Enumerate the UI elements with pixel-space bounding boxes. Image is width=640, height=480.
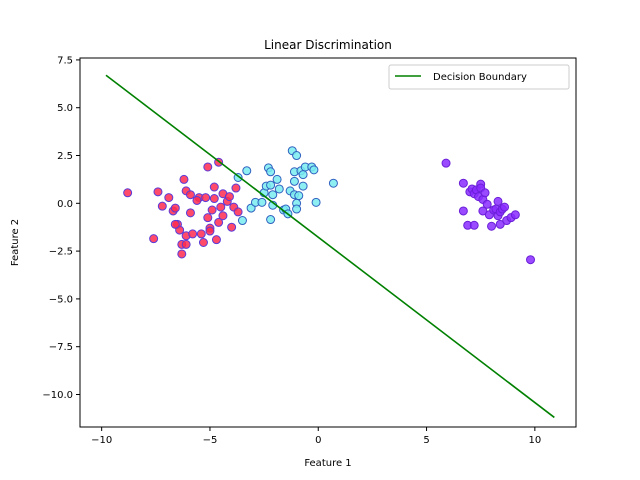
y-axis-ticks: 7.5 5.0 2.5 0.0 −2.5 −5.0 −7.5 −10.0 — [42, 55, 80, 401]
data-point-cluster-3 — [493, 196, 503, 206]
data-point-cluster-2 — [266, 180, 276, 190]
data-point-cluster-1 — [214, 217, 224, 227]
y-tick-label: 7.5 — [57, 55, 73, 66]
data-point-cluster-2 — [266, 167, 276, 177]
legend-label: Decision Boundary — [433, 72, 527, 83]
data-point-cluster-1 — [153, 187, 163, 197]
data-point-cluster-2 — [298, 170, 308, 180]
data-point-cluster-1 — [203, 162, 213, 172]
decision-boundary-line — [105, 74, 555, 419]
data-point-cluster-1 — [227, 222, 237, 232]
data-point-cluster-1 — [157, 201, 167, 211]
data-point-cluster-2 — [237, 216, 247, 226]
data-point-cluster-1 — [209, 194, 219, 204]
data-point-cluster-1 — [216, 202, 226, 212]
data-point-cluster-3 — [458, 178, 468, 188]
data-point-cluster-2 — [257, 197, 267, 207]
data-point-cluster-1 — [185, 208, 195, 218]
data-point-cluster-2 — [292, 204, 302, 214]
data-point-cluster-2 — [328, 178, 338, 188]
data-point-cluster-1 — [203, 213, 213, 223]
data-point-cluster-2 — [292, 151, 302, 161]
decision-boundary-layer — [105, 74, 555, 419]
x-tick-label: −5 — [203, 435, 218, 446]
data-point-cluster-2 — [311, 197, 321, 207]
data-point-cluster-1 — [185, 190, 195, 200]
y-tick-label: −10.0 — [42, 390, 73, 401]
data-point-cluster-1 — [205, 226, 215, 236]
data-point-cluster-2 — [266, 215, 276, 225]
x-tick-label: 10 — [528, 435, 541, 446]
data-point-cluster-3 — [495, 219, 505, 229]
data-point-cluster-1 — [198, 238, 208, 247]
x-tick-label: 0 — [315, 435, 321, 446]
x-tick-label: −10 — [91, 435, 112, 446]
data-point-cluster-1 — [211, 235, 221, 245]
data-point-cluster-3 — [458, 206, 468, 216]
y-tick-label: 5.0 — [57, 103, 73, 114]
data-point-cluster-1 — [224, 192, 234, 202]
x-axis-title: Feature 1 — [304, 458, 351, 469]
y-axis-title: Feature 2 — [10, 219, 21, 266]
data-point-cluster-1 — [196, 229, 206, 239]
y-tick-label: −2.5 — [49, 247, 73, 258]
data-point-cluster-3 — [482, 199, 492, 209]
data-point-cluster-1 — [231, 183, 241, 193]
data-point-cluster-2 — [268, 190, 278, 200]
y-tick-label: 0.0 — [57, 199, 73, 210]
data-point-cluster-1 — [207, 205, 217, 215]
data-point-cluster-1 — [209, 182, 219, 192]
data-point-cluster-2 — [294, 191, 304, 201]
data-point-cluster-1 — [123, 188, 133, 198]
data-point-cluster-1 — [177, 249, 187, 259]
data-point-cluster-3 — [480, 188, 490, 198]
data-point-cluster-1 — [170, 219, 180, 229]
plot-frame — [79, 57, 577, 428]
data-point-cluster-1 — [179, 174, 189, 184]
data-point-cluster-1 — [192, 195, 202, 205]
data-point-cluster-3 — [526, 255, 536, 265]
data-point-cluster-2 — [298, 181, 308, 191]
data-point-cluster-3 — [510, 210, 520, 220]
data-point-cluster-1 — [149, 234, 159, 244]
x-axis-ticks: −10 −5 0 5 10 — [91, 427, 541, 446]
data-point-cluster-1 — [170, 203, 180, 213]
x-tick-label: 5 — [423, 435, 429, 446]
chart-title: Linear Discrimination — [264, 38, 392, 52]
y-tick-label: 2.5 — [57, 151, 73, 162]
data-point-cluster-1 — [188, 229, 198, 239]
data-point-cluster-3 — [441, 158, 451, 168]
data-point-cluster-3 — [478, 206, 488, 216]
data-point-cluster-1 — [218, 211, 228, 221]
data-point-cluster-1 — [164, 193, 174, 203]
legend-frame — [388, 64, 570, 90]
data-point-cluster-1 — [181, 239, 191, 249]
y-tick-label: −5.0 — [49, 294, 73, 305]
legend: Decision Boundary — [388, 64, 570, 90]
data-point-cluster-1 — [233, 207, 243, 217]
data-point-cluster-3 — [487, 221, 497, 231]
scatter-points-layer — [123, 146, 536, 265]
data-point-cluster-3 — [500, 202, 510, 212]
data-point-cluster-2 — [242, 166, 252, 176]
data-point-cluster-2 — [289, 176, 299, 186]
data-point-cluster-3 — [469, 220, 479, 230]
data-point-cluster-1 — [201, 193, 211, 203]
data-point-cluster-2 — [274, 184, 284, 194]
data-point-cluster-2 — [309, 165, 319, 175]
data-point-cluster-2 — [272, 174, 282, 184]
y-tick-label: −7.5 — [49, 342, 73, 353]
